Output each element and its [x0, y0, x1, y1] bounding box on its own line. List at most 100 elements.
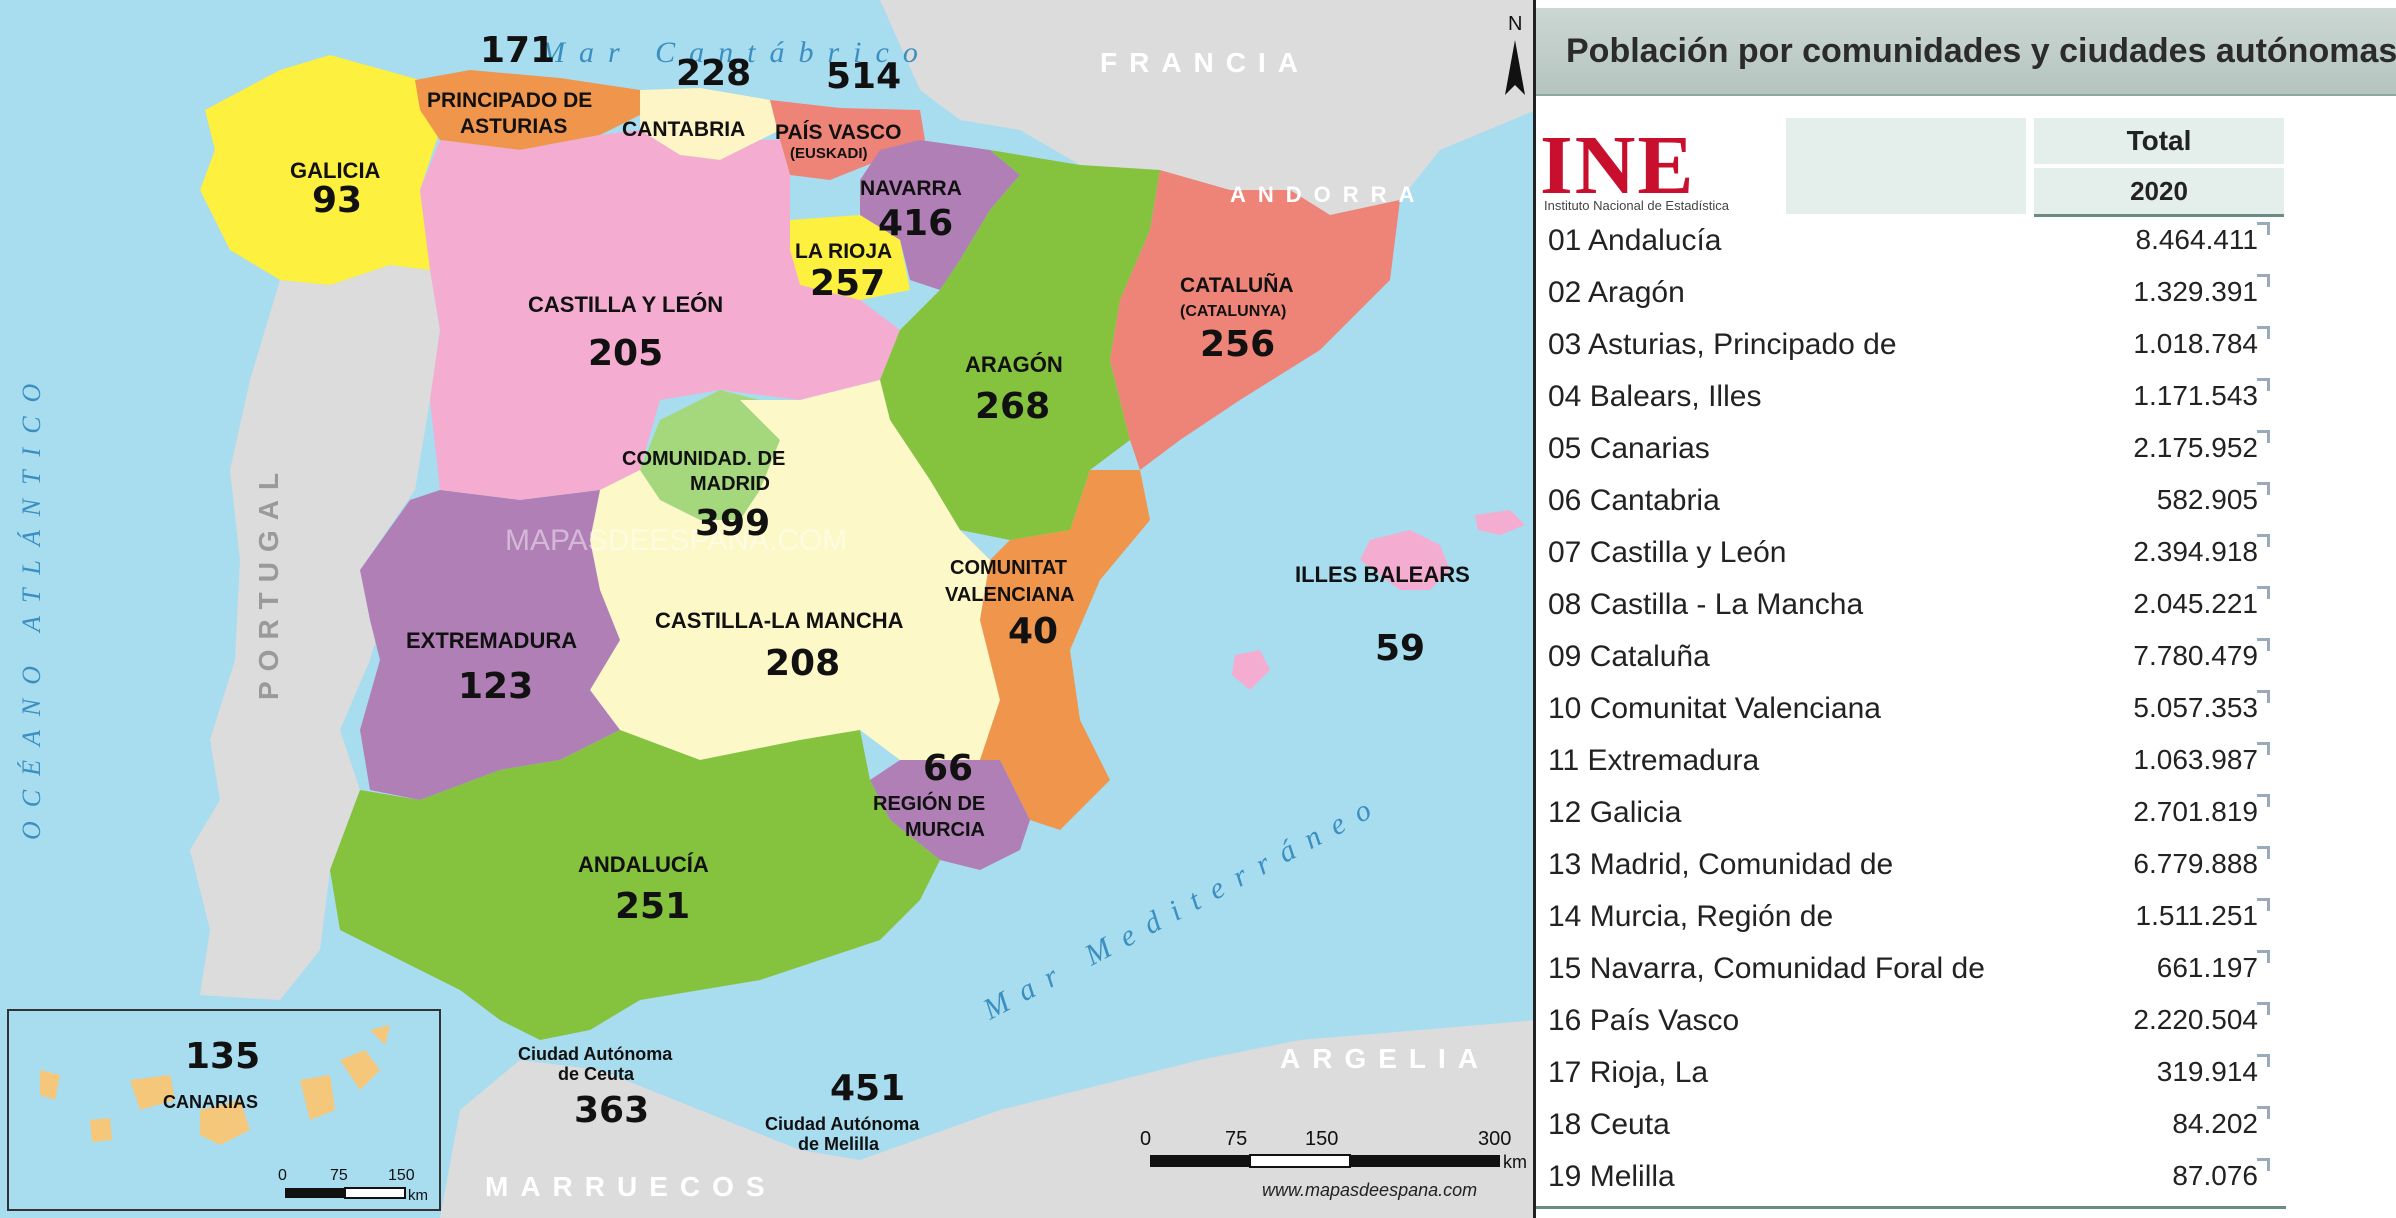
argelia-label: ARGELIA [1280, 1043, 1490, 1074]
row-value: 1.063.987 [2133, 744, 2258, 775]
scale-tick-0: 0 [1140, 1128, 1151, 1150]
region-baleares-menorca [1475, 510, 1525, 535]
row-name: 01 Andalucía [1548, 224, 1722, 257]
row-value: 1.511.251 [2135, 900, 2259, 931]
cell-note-icon[interactable] [2257, 690, 2270, 703]
value-murcia: 66 [923, 748, 973, 789]
label-galicia: GALICIA [290, 158, 381, 183]
row-value: 87.076 [2172, 1160, 2258, 1191]
scale-bar: 0 75 150 300 km [1140, 1128, 1527, 1172]
value-castillaleon: 205 [588, 333, 663, 374]
inset-scale-bar: 0 75 150 km [278, 1167, 428, 1204]
region-valencia [980, 470, 1150, 830]
table-row: 16 País Vasco 2.220.504 [1536, 998, 2296, 1050]
table-header-band: Población por comunidades y ciudades aut… [1536, 8, 2396, 96]
row-value: 319.914 [2156, 1056, 2258, 1087]
label-valencia-2: VALENCIANA [945, 584, 1075, 606]
cell-note-icon[interactable] [2257, 1106, 2270, 1119]
value-castillamancha: 208 [765, 643, 840, 684]
region-galicia [200, 55, 440, 285]
region-canarias [40, 1025, 390, 1145]
portugal [190, 265, 440, 1000]
cell-note-icon[interactable] [2257, 1158, 2270, 1171]
cell-note-icon[interactable] [2257, 638, 2270, 651]
cell-note-icon[interactable] [2257, 742, 2270, 755]
row-name: 12 Galicia [1548, 796, 1682, 829]
row-value: 7.780.479 [2133, 640, 2258, 671]
row-name: 15 Navarra, Comunidad Foral de [1548, 952, 1985, 985]
value-asturias: 171 [480, 30, 555, 71]
table-row: 15 Navarra, Comunidad Foral de 661.197 [1536, 946, 2296, 998]
cell-note-icon[interactable] [2257, 586, 2270, 599]
table-row: 10 Comunitat Valenciana 5.057.353 [1536, 686, 2296, 738]
cell-note-icon[interactable] [2257, 898, 2270, 911]
cell-note-icon[interactable] [2257, 1054, 2270, 1067]
value-cantabria: 228 [676, 53, 751, 94]
row-name: 04 Balears, Illes [1548, 380, 1762, 413]
row-name: 02 Aragón [1548, 276, 1685, 309]
cell-note-icon[interactable] [2257, 1002, 2270, 1015]
row-name: 19 Melilla [1548, 1160, 1675, 1193]
andorra-label: ANDORRA [1230, 182, 1426, 207]
row-value: 2.394.918 [2133, 536, 2258, 567]
scale-tick-75: 75 [1225, 1128, 1247, 1150]
inset-tick-75: 75 [330, 1167, 348, 1184]
region-navarra [860, 140, 1020, 290]
row-value: 582.905 [2156, 484, 2258, 515]
spain-map: Mar Cantábrico OCÉANO ATLÁNTICO Mar Medi… [7, 0, 1533, 1218]
region-extremadura [360, 490, 620, 800]
cell-note-icon[interactable] [2257, 794, 2270, 807]
cell-note-icon[interactable] [2257, 222, 2270, 235]
atlantico-label: OCÉANO ATLÁNTICO [17, 370, 46, 840]
table-body: 01 Andalucía 8.464.411 02 Aragón 1.329.391 0… [1536, 218, 2296, 1206]
region-castillaleon [420, 130, 900, 500]
label-castillamancha: CASTILLA-LA MANCHA [655, 608, 904, 633]
region-paisvasco [770, 100, 925, 180]
row-value: 84.202 [2172, 1108, 2258, 1139]
row-value: 2.045.221 [2133, 588, 2258, 619]
label-murcia-2: MURCIA [905, 819, 985, 841]
table-row: 09 Cataluña 7.780.479 [1536, 634, 2296, 686]
inset-tick-150: 150 [388, 1167, 415, 1184]
row-value: 1.171.543 [2133, 380, 2258, 411]
label-cataluna-2: (CATALUNYA) [1180, 303, 1286, 320]
cell-note-icon[interactable] [2257, 950, 2270, 963]
region-baleares [1360, 530, 1450, 590]
cell-note-icon[interactable] [2257, 846, 2270, 859]
portugal-label: PORTUGAL [253, 463, 284, 700]
north-arrow-icon [1505, 40, 1525, 95]
ine-logo-box: INE Instituto Nacional de Estadística [1536, 118, 1786, 214]
cell-note-icon[interactable] [2257, 482, 2270, 495]
region-larioja [790, 215, 910, 300]
north-arrow: N [1505, 13, 1525, 95]
table-row: 08 Castilla - La Mancha 2.045.221 [1536, 582, 2296, 634]
value-galicia: 93 [312, 180, 362, 221]
table-row: 07 Castilla y León 2.394.918 [1536, 530, 2296, 582]
value-madrid: 399 [695, 503, 770, 544]
row-value: 2.175.952 [2133, 432, 2258, 463]
label-aragon: ARAGÓN [965, 352, 1063, 377]
region-cantabria [640, 88, 790, 160]
table-row: 14 Murcia, Región de 1.511.251 [1536, 894, 2296, 946]
label-madrid-1: COMUNIDAD. DE [622, 448, 785, 470]
label-ceuta-2: de Ceuta [558, 1064, 635, 1084]
cell-note-icon[interactable] [2257, 534, 2270, 547]
francia-label: FRANCIA [1100, 47, 1310, 78]
cell-note-icon[interactable] [2257, 430, 2270, 443]
value-paisvasco: 514 [826, 56, 901, 97]
region-baleares-ibiza [1232, 650, 1270, 690]
label-ceuta-1: Ciudad Autónoma [518, 1044, 673, 1064]
label-cantabria: CANTABRIA [622, 118, 745, 141]
label-murcia-1: REGIÓN DE [873, 791, 985, 815]
cell-note-icon[interactable] [2257, 378, 2270, 391]
label-larioja: LA RIOJA [795, 240, 892, 263]
value-aragon: 268 [975, 386, 1050, 427]
label-asturias-1: PRINCIPADO DE [427, 89, 592, 112]
cell-note-icon[interactable] [2257, 326, 2270, 339]
region-castillamancha [590, 380, 1000, 760]
population-table-panel: Población por comunidades y ciudades aut… [1536, 0, 2396, 1218]
cell-note-icon[interactable] [2257, 274, 2270, 287]
row-name: 18 Ceuta [1548, 1108, 1670, 1141]
label-paisvasco-2: (EUSKADI) [790, 145, 868, 162]
ine-logo-subtitle: Instituto Nacional de Estadística [1544, 198, 1729, 213]
